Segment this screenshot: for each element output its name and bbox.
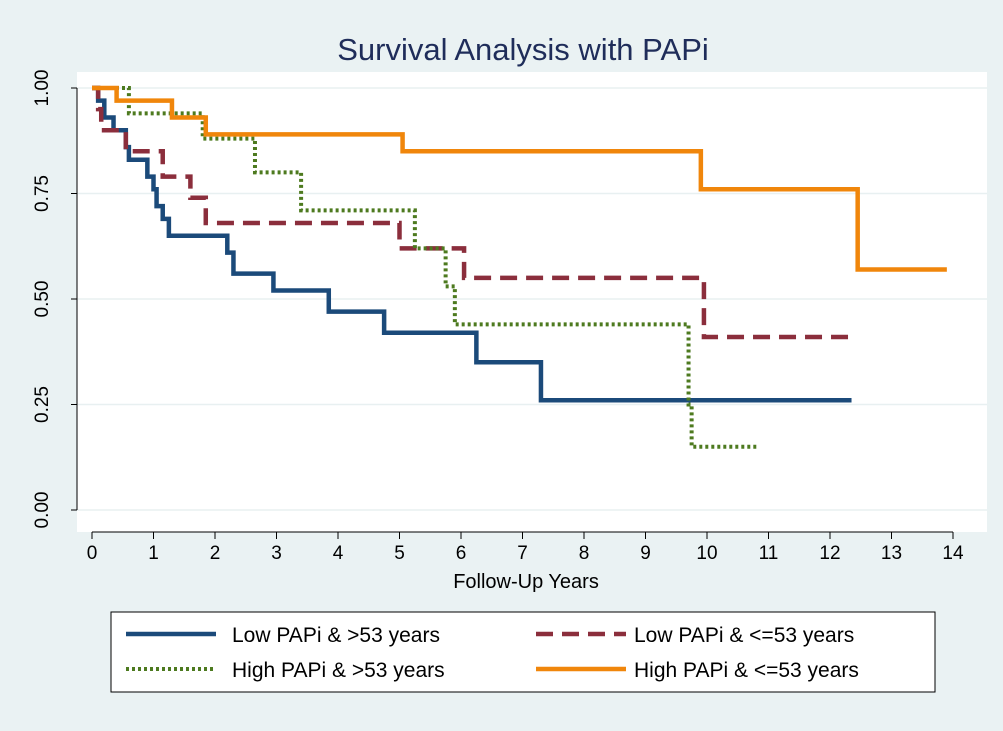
legend: Low PAPi & >53 years Low PAPi & <=53 year… [110, 611, 936, 693]
x-tick-label: 8 [579, 543, 590, 564]
y-tick-label: 1.00 [32, 70, 53, 107]
plot-area [77, 72, 987, 532]
axes: 0.000.250.500.751.000 1 2 3 4 5 6 7 8 9 10 11 12 13 14 [32, 70, 964, 564]
x-tick-label: 13 [881, 543, 902, 564]
x-axis-label: Follow-Up Years [453, 571, 599, 593]
legend-label-4: High PAPi & <=53 years [634, 659, 859, 682]
x-tick-label: 2 [210, 543, 221, 564]
series-line-2 [92, 85, 852, 340]
x-tick-label: 7 [517, 543, 528, 564]
x-tick-label: 6 [456, 543, 467, 564]
x-tick-label: 1 [148, 543, 159, 564]
y-tick-label: 0.25 [32, 386, 53, 423]
series-line-4 [92, 85, 947, 272]
x-tick-label: 14 [942, 543, 964, 564]
x-tick-label: 11 [759, 543, 779, 564]
x-tick-label: 9 [640, 543, 651, 564]
legend-label-3: High PAPi & >53 years [232, 659, 445, 682]
series-layer [92, 85, 947, 449]
x-tick-label: 5 [394, 543, 405, 564]
x-tick-label: 10 [696, 543, 717, 564]
y-tick-label: 0.75 [32, 175, 53, 212]
y-tick-label: 0.00 [32, 492, 53, 529]
x-tick-label: 4 [333, 543, 344, 564]
legend-box [110, 611, 936, 693]
chart-title: Survival Analysis with PAPi [337, 32, 709, 67]
y-tick-label: 0.50 [32, 281, 53, 318]
legend-label-2: Low PAPi & <=53 years [634, 624, 854, 647]
x-tick-label: 3 [271, 543, 282, 564]
x-tick-label: 12 [819, 543, 840, 564]
grid-lines [77, 87, 987, 511]
x-tick-label: 0 [87, 543, 98, 564]
legend-label-1: Low PAPi & >53 years [232, 624, 440, 647]
